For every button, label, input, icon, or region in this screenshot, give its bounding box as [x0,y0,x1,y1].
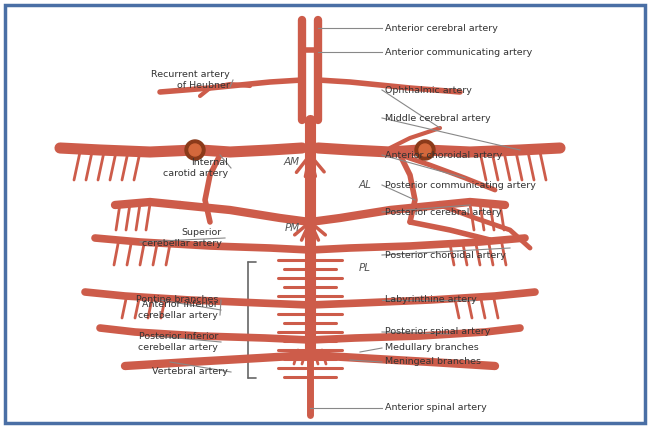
Text: Middle cerebral artery: Middle cerebral artery [385,113,491,122]
Text: Anterior spinal artery: Anterior spinal artery [385,404,487,413]
Text: Posterior cerebral artery: Posterior cerebral artery [385,208,502,217]
Circle shape [185,140,205,160]
Text: Superior
cerebellar artery: Superior cerebellar artery [142,228,222,248]
Text: Anterior cerebral artery: Anterior cerebral artery [385,24,498,33]
Text: Posterior choroidal artery: Posterior choroidal artery [385,250,506,259]
Text: Recurrent artery
of Heubner: Recurrent artery of Heubner [151,70,230,90]
Text: Medullary branches: Medullary branches [385,344,479,353]
Text: Anterior inferior
cerebellar artery: Anterior inferior cerebellar artery [138,300,218,320]
Text: Anterior communicating artery: Anterior communicating artery [385,48,532,56]
Text: Meningeal branches: Meningeal branches [385,357,481,366]
Text: AM: AM [284,157,300,167]
Circle shape [189,144,201,156]
Text: Pontine branches: Pontine branches [136,295,218,304]
Text: Posterior inferior
cerebellar artery: Posterior inferior cerebellar artery [138,332,218,352]
Text: PL: PL [359,263,371,273]
Text: Posterior communicating artery: Posterior communicating artery [385,181,536,190]
Text: Posterior spinal artery: Posterior spinal artery [385,327,490,336]
Circle shape [419,144,431,156]
Text: Anterior choroidal artery: Anterior choroidal artery [385,151,502,160]
Text: AL: AL [359,180,371,190]
Circle shape [415,140,435,160]
Text: Internal
carotid artery: Internal carotid artery [163,158,228,178]
Text: Labyrinthine artery: Labyrinthine artery [385,295,476,304]
Text: Vertebral artery: Vertebral artery [152,368,228,377]
Text: Ophthalmic artery: Ophthalmic artery [385,86,472,95]
Text: PM: PM [285,223,300,233]
